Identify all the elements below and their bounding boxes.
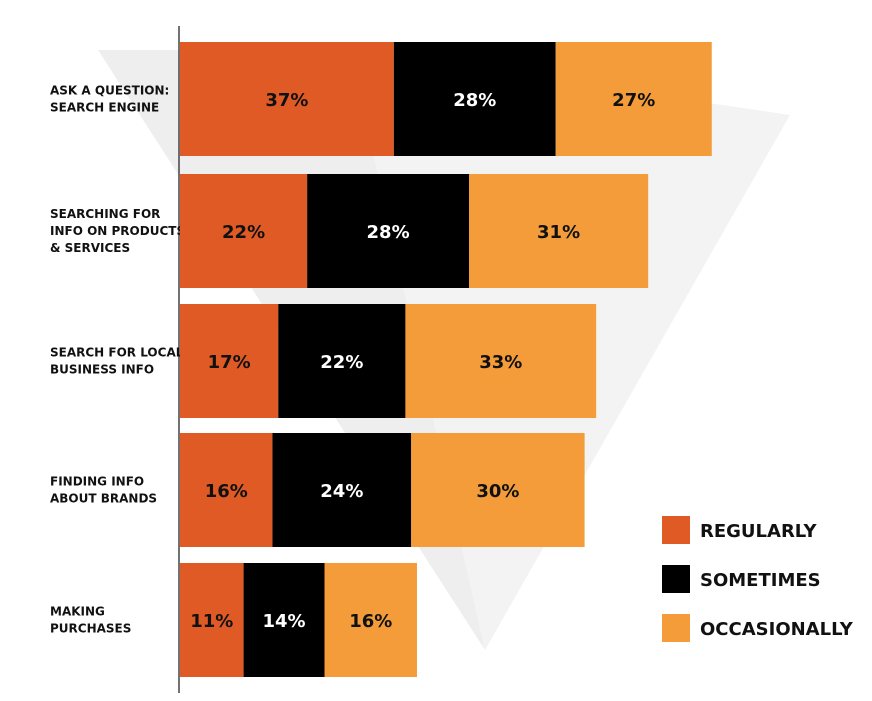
legend-swatch-occasionally: [662, 614, 690, 642]
data-label-occasionally-4: 30%: [476, 481, 519, 502]
legend-swatch-regularly: [662, 516, 690, 544]
category-label-line: ASK A QUESTION:: [50, 84, 169, 98]
bar-occasionally-1: [555, 42, 712, 156]
data-label-occasionally-1: 27%: [612, 90, 655, 111]
legend: REGULARLY SOMETIMES OCCASIONALLY: [662, 516, 854, 642]
legend-label-regularly: REGULARLY: [700, 521, 817, 542]
data-label-sometimes-2: 28%: [367, 222, 410, 243]
category-label-line: ABOUT BRANDS: [50, 492, 157, 506]
category-label-line: FINDING INFO: [50, 475, 144, 489]
bar-sometimes-1: [393, 42, 556, 156]
category-label-line: BUSINESS INFO: [50, 363, 154, 377]
data-label-regularly-5: 11%: [190, 611, 233, 632]
data-label-occasionally-5: 16%: [349, 611, 392, 632]
data-label-sometimes-4: 24%: [320, 481, 363, 502]
bar-regularly-3: [180, 304, 279, 418]
category-label-5: MAKING PURCHASES: [50, 605, 131, 636]
bar-regularly-4: [180, 433, 273, 547]
category-label-3: SEARCH FOR LOCAL BUSINESS INFO: [50, 346, 184, 377]
data-label-regularly-1: 37%: [265, 90, 308, 111]
category-label-line: SEARCH FOR LOCAL: [50, 346, 184, 360]
data-label-regularly-2: 22%: [222, 222, 265, 243]
category-label-line: SEARCHING FOR: [50, 207, 160, 221]
bar-sometimes-4: [272, 433, 412, 547]
category-label-line: PURCHASES: [50, 622, 131, 636]
legend-swatch-sometimes: [662, 565, 690, 593]
bar-sometimes-3: [278, 304, 406, 418]
bar-occasionally-2: [469, 174, 649, 288]
bar-regularly-5: [180, 563, 244, 677]
data-label-occasionally-2: 31%: [537, 222, 580, 243]
legend-label-occasionally: OCCASIONALLY: [700, 619, 854, 640]
bar-occasionally-4: [411, 433, 585, 547]
legend-label-sometimes: SOMETIMES: [700, 570, 821, 591]
category-label-line: & SERVICES: [50, 241, 130, 255]
category-label-4: FINDING INFO ABOUT BRANDS: [50, 475, 157, 506]
data-label-regularly-3: 17%: [208, 352, 251, 373]
category-labels: ASK A QUESTION: SEARCH ENGINE SEARCHING FO…: [50, 84, 185, 636]
bar-occasionally-5: [324, 563, 417, 677]
bar-occasionally-3: [405, 304, 597, 418]
data-label-regularly-4: 16%: [205, 481, 248, 502]
bar-regularly-2: [180, 174, 308, 288]
bar-sometimes-5: [243, 563, 325, 677]
category-label-line: SEARCH ENGINE: [50, 101, 159, 115]
category-label-line: INFO ON PRODUCTS: [50, 224, 185, 238]
category-label-1: ASK A QUESTION: SEARCH ENGINE: [50, 84, 169, 115]
bar-sometimes-2: [307, 174, 469, 288]
data-label-sometimes-5: 14%: [262, 611, 305, 632]
data-label-sometimes-3: 22%: [320, 352, 363, 373]
data-label-occasionally-3: 33%: [479, 352, 522, 373]
category-label-line: MAKING: [50, 605, 105, 619]
data-label-sometimes-1: 28%: [453, 90, 496, 111]
bars: 37% 28% 27% 22% 28% 31% 17% 22% 33% 16% 24% 30% 11% 1…: [180, 42, 712, 677]
bar-regularly-1: [180, 42, 394, 156]
category-label-2: SEARCHING FOR INFO ON PRODUCTS & SERVICES: [50, 207, 185, 255]
